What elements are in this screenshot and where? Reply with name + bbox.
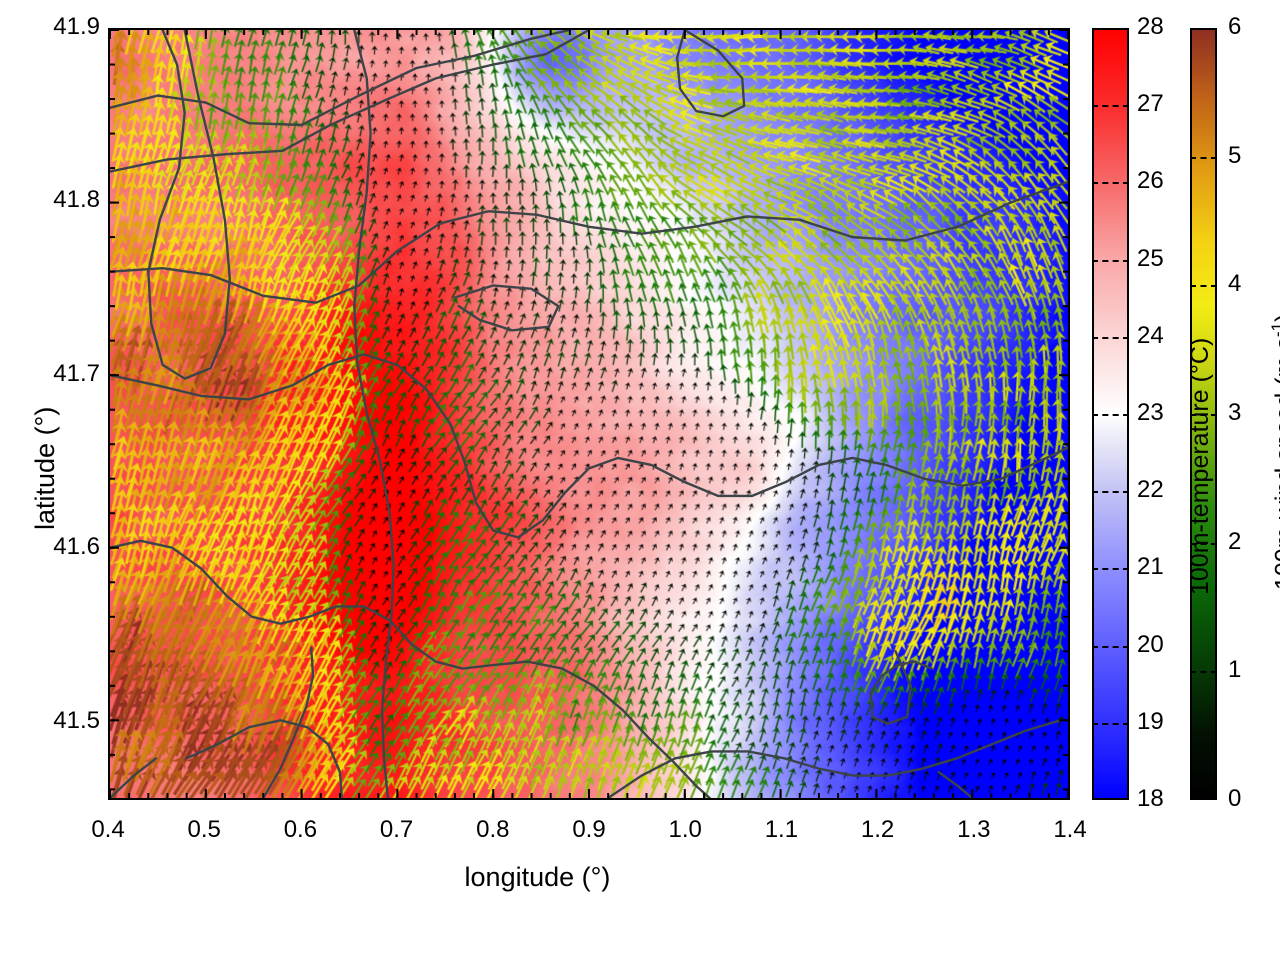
colorbar-tick-label: 2 [1228,527,1242,555]
contour-line [147,30,231,380]
colorbar-tick [1092,259,1129,262]
y-tick-label: 41.5 [53,706,100,734]
contour-line [353,30,395,798]
colorbar-tick [1190,285,1217,288]
colorbar-tick-label: 22 [1137,476,1164,504]
x-tick-label: 0.8 [476,816,510,843]
colorbar-tick [1190,671,1217,674]
colorbar-tick-label: 19 [1137,707,1164,735]
colorbar-tick [1092,491,1129,494]
colorbar-tick-label: 23 [1137,399,1164,426]
x-tick-label: 0.6 [283,816,318,843]
y-tick-label: 41.8 [53,186,100,214]
colorbar-tick-label: 6 [1228,13,1242,40]
colorbar-tick-label: 26 [1137,167,1164,195]
contour-line [262,646,315,798]
temperature-colorbar-title: 100m-temperature (°C) [1186,337,1214,595]
windspeed-title-prefix: 100m-wind speed (m s [1270,337,1280,590]
y-tick-label: 41.9 [53,13,100,40]
colorbar-tick-label: 4 [1228,270,1242,298]
colorbar-tick [1190,156,1217,159]
colorbar-tick [1092,722,1129,725]
x-tick-label: 1.4 [1053,816,1087,843]
colorbar-tick [1190,542,1217,545]
colorbar-tick [1092,414,1129,416]
y-tick-label: 41.7 [53,359,100,387]
contour-line [110,757,158,798]
colorbar-tick-label: 20 [1137,630,1164,658]
plot-area[interactable] [108,28,1070,800]
axis-tick-layer [110,30,1068,798]
windspeed-colorbar-title: 100m-wind speed (m s-1) [1268,314,1280,590]
colorbar-tick-label: 28 [1137,13,1164,40]
colorbar-tick [1092,568,1129,571]
x-tick-label: 0.7 [379,816,414,843]
contour-line [937,770,974,798]
contour-line [110,30,591,173]
windspeed-title-suffix: ) [1270,314,1280,322]
x-tick-label: 1.3 [957,816,991,843]
colorbar-tick-label: 3 [1228,399,1242,426]
contour-line [869,650,934,725]
y-tick-label: 41.6 [53,533,100,561]
colorbar-tick [1092,645,1129,648]
contour-line [453,284,560,332]
x-tick-label: 0.9 [572,816,606,843]
contour-line [110,353,1068,539]
colorbar-tick-label: 5 [1228,141,1242,169]
x-tick-label: 1.1 [764,816,799,843]
colorbar-tick [1092,336,1129,339]
colorbar-tick-label: 24 [1137,321,1164,349]
colorbar-tick-label: 21 [1137,553,1164,581]
y-axis-title: latitude (°) [30,406,60,530]
contour-line [606,719,1062,798]
contour-line [675,30,746,118]
colorbar-tick-label: 27 [1137,90,1164,118]
colorbar-tick-label: 0 [1228,785,1242,812]
wind-vector-layer [110,30,1068,798]
colorbar-tick-label: 1 [1228,656,1242,684]
colorbar-tick [1092,182,1129,185]
contour-line-layer [110,30,1068,798]
x-tick-label: 0.5 [187,816,221,843]
contour-line [110,180,1068,304]
contour-line [185,719,344,798]
colorbar-tick-label: 25 [1137,244,1164,272]
colorbar-tick [1190,414,1217,416]
x-tick-label: 0.4 [91,816,125,843]
x-axis-title: longitude (°) [464,862,611,892]
contour-line [110,539,711,798]
colorbar-tick-label: 18 [1137,785,1164,812]
colorbar-tick [1092,105,1129,108]
x-tick-label: 1.2 [860,816,895,843]
x-tick-label: 1.0 [668,816,702,843]
windspeed-title-exponent: -1 [1268,321,1280,338]
